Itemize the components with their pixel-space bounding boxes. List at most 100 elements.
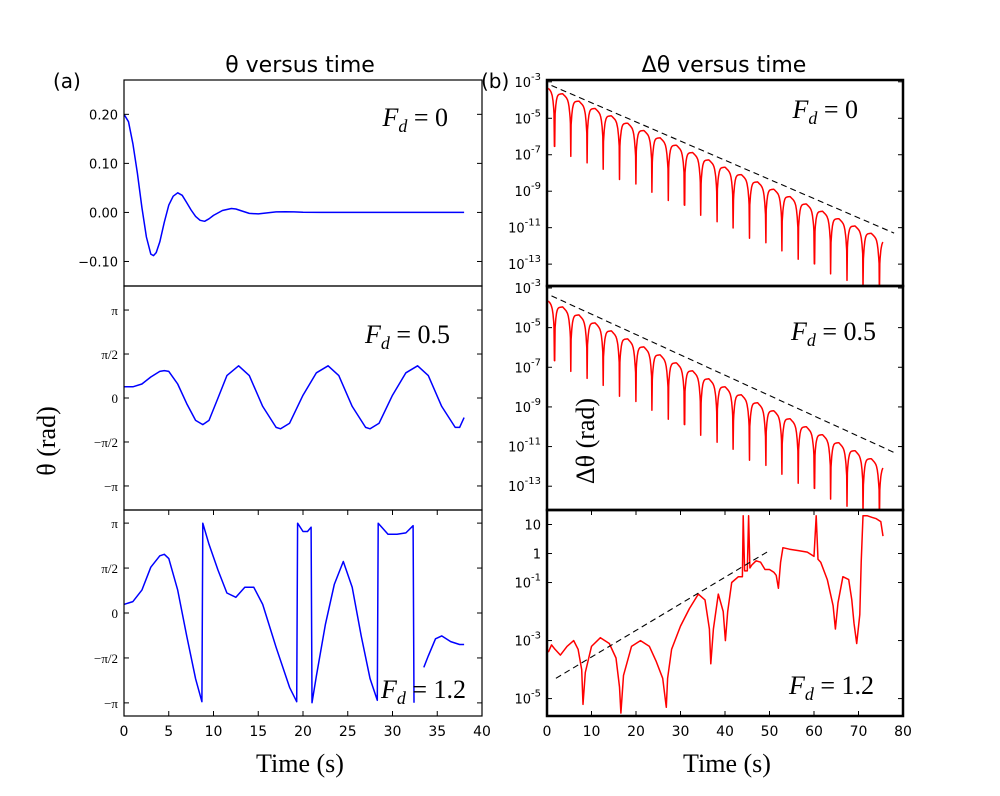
y-tick-exponent: -5: [531, 689, 541, 700]
y-tick-label: π/2: [101, 561, 118, 576]
annotation-symbol: F: [791, 95, 809, 124]
y-tick-label: −π: [104, 479, 118, 494]
annotation-fd: Fd = 0: [791, 95, 858, 128]
subplots: 0.20 0.10 0.00 −0.10 Fd = 0 π π/2 0 −π/2 −π Fd = 0…: [78, 72, 912, 740]
annotation-value: = 0: [817, 95, 858, 124]
annotation-fd: Fd = 0.5: [790, 317, 876, 350]
y-tick-label: −0.10: [78, 255, 118, 270]
y-tick-exponent: -3: [531, 631, 541, 642]
annotation-value: = 0.5: [390, 320, 450, 349]
x-tick-label: 20: [627, 724, 645, 740]
x-tick-label: 15: [249, 724, 267, 740]
series-group: [547, 515, 884, 714]
y-tick-exponent: -1: [531, 573, 541, 584]
annotation-value: = 1.2: [406, 675, 466, 704]
y-tick-label: 0.10: [89, 157, 118, 172]
y-tick-label: 10-9: [514, 181, 541, 200]
y-tick-label: 0.20: [89, 108, 118, 123]
y-tick-label: −π: [104, 696, 118, 711]
y-tick-label: 10-1: [514, 573, 541, 592]
panel-a-xlabel: Time (s): [256, 749, 344, 778]
y-tick-label: 10-13: [508, 254, 541, 273]
y-tick-label: −π/2: [94, 435, 118, 450]
panel-a-tag: (a): [53, 69, 81, 93]
series-line-data-1: [423, 635, 465, 668]
y-tick-label: 0: [112, 391, 119, 406]
y-tick-label: 10-9: [514, 397, 541, 416]
annotation-subscript: d: [381, 333, 391, 353]
panel-b-tag: (b): [481, 69, 509, 93]
y-tick-label: 1: [533, 548, 541, 563]
subplot-a-top: 0.20 0.10 0.00 −0.10 Fd = 0: [78, 79, 483, 287]
y-tick-label: 0.00: [89, 206, 118, 221]
panel-b-ylabel: Δθ (rad): [571, 398, 600, 484]
annotation-fd: Fd = 1.2: [788, 671, 874, 704]
annotation-symbol: F: [788, 671, 806, 700]
y-tick-label: 10-3: [514, 631, 541, 650]
x-tick-label: 0: [120, 724, 129, 740]
y-tick-exponent: -9: [531, 397, 541, 408]
annotation-value: = 0: [407, 103, 448, 132]
y-tick-label: 10-3: [514, 72, 541, 91]
series-line-fit-1: [555, 550, 770, 679]
annotation-fd: Fd = 0: [381, 103, 448, 136]
y-tick-exponent: -3: [531, 278, 541, 289]
y-tick-exponent: -3: [531, 72, 541, 83]
y-tick-exponent: -13: [525, 254, 541, 265]
annotation-subscript: d: [397, 688, 407, 708]
y-tick-label: 0: [112, 606, 119, 621]
series-line-fit-1: [551, 84, 895, 234]
x-tick-label: 20: [294, 724, 312, 740]
y-tick-label: 10-7: [514, 357, 541, 376]
y-tick-exponent: -5: [531, 318, 541, 329]
x-tick-label: 5: [164, 724, 173, 740]
annotation-subscript: d: [398, 116, 408, 136]
y-tick-label: 10-5: [514, 108, 541, 127]
x-tick-label: 10: [205, 724, 223, 740]
annotation-symbol: F: [364, 320, 382, 349]
series-group: [547, 295, 895, 510]
annotation-subscript: d: [805, 684, 815, 704]
x-tick-label: 40: [473, 724, 491, 740]
y-tick-exponent: -9: [531, 181, 541, 192]
series-line-data-0: [124, 365, 465, 430]
panel-b-xlabel: Time (s): [683, 749, 771, 778]
series-line-data-0: [124, 522, 415, 704]
x-tick-label: 25: [339, 724, 357, 740]
annotation-subscript: d: [808, 108, 818, 128]
x-tick-label: 80: [894, 724, 912, 740]
series-line-data-0: [547, 300, 884, 510]
annotation-fd: Fd = 1.2: [380, 675, 466, 708]
subplot-b-bot: 10 1 10-1 10-3 10-50 10 20 30 40 50 60 70 80 Fd = 1.2: [514, 508, 912, 740]
annotation-value: = 1.2: [814, 671, 874, 700]
subplot-b-mid: 10-3 10-5 10-7 10-9 10-11 10-13 Fd = 0.5: [508, 278, 905, 512]
subplot-a-mid: π π/2 0 −π/2 −π Fd = 0.5: [94, 285, 483, 511]
x-tick-label: 30: [384, 724, 402, 740]
x-tick-label: 35: [428, 724, 446, 740]
series-line-fit-1: [551, 295, 895, 454]
y-tick-label: −π/2: [94, 651, 118, 666]
annotation-value: = 0.5: [816, 317, 876, 346]
series-group: [547, 84, 895, 286]
y-tick-label: π: [111, 303, 118, 318]
y-tick-label: 10-5: [514, 689, 541, 708]
x-tick-label: 30: [672, 724, 690, 740]
annotation-symbol: F: [381, 103, 399, 132]
y-tick-label: 10: [524, 519, 541, 534]
y-tick-label: 10-7: [514, 145, 541, 164]
y-tick-label: 10-11: [508, 218, 541, 237]
y-tick-exponent: -13: [525, 476, 541, 487]
series-line-data-0: [124, 113, 465, 257]
annotation-symbol: F: [790, 317, 808, 346]
y-tick-label: 10-13: [508, 476, 541, 495]
y-tick-exponent: -11: [525, 437, 541, 448]
x-tick-label: 60: [805, 724, 823, 740]
panel-b-title: Δθ versus time: [642, 53, 807, 78]
y-tick-label: π: [111, 516, 118, 531]
annotation-subscript: d: [807, 330, 817, 350]
y-tick-exponent: -7: [531, 145, 541, 156]
annotation-fd: Fd = 0.5: [364, 320, 450, 353]
series-group: [124, 113, 465, 257]
